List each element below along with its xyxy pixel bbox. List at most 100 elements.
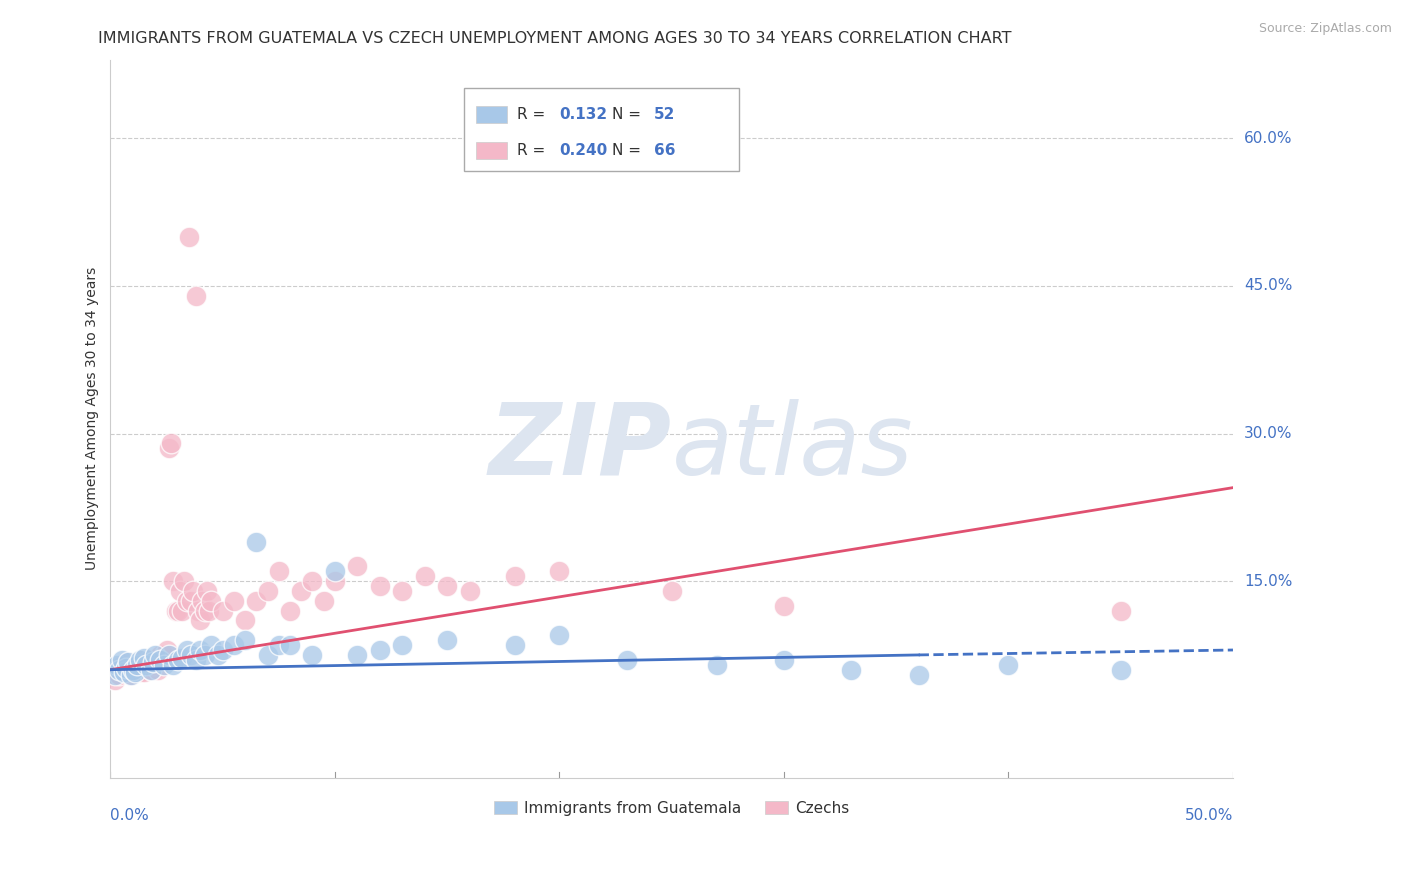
Point [1109, 663, 1132, 677]
Point [120, 667, 142, 681]
Point [176, 594, 198, 608]
Point [117, 655, 139, 669]
Point [200, 638, 222, 652]
Point [149, 648, 172, 662]
Point [112, 665, 135, 679]
Point [121, 663, 143, 677]
Point [104, 667, 127, 681]
Point [111, 653, 134, 667]
Point [773, 653, 796, 667]
Point [548, 628, 571, 642]
Point [142, 655, 165, 669]
Y-axis label: Unemployment Among Ages 30 to 34 years: Unemployment Among Ages 30 to 34 years [86, 267, 100, 570]
Point [198, 604, 221, 618]
Point [162, 574, 184, 588]
Point [233, 633, 256, 648]
Point [706, 657, 728, 672]
Point [124, 657, 146, 672]
Point [907, 667, 929, 681]
Point [200, 594, 222, 608]
Point [135, 657, 157, 672]
Text: 60.0%: 60.0% [1244, 131, 1292, 145]
Point [142, 657, 165, 672]
Point [177, 229, 200, 244]
Point [143, 655, 166, 669]
Point [346, 559, 368, 574]
Point [157, 442, 180, 456]
Point [997, 657, 1019, 672]
Point [124, 665, 146, 679]
Text: 52: 52 [654, 107, 675, 122]
Point [127, 657, 149, 672]
Point [165, 604, 187, 618]
Point [173, 574, 195, 588]
Point [1109, 604, 1132, 618]
Point [172, 604, 194, 618]
Point [143, 648, 166, 662]
Point [139, 663, 162, 677]
Point [180, 594, 202, 608]
Point [172, 651, 194, 665]
Point [108, 663, 131, 677]
Point [127, 655, 149, 669]
Text: 45.0%: 45.0% [1244, 278, 1292, 293]
Point [135, 657, 157, 672]
Point [194, 648, 217, 662]
Point [155, 643, 177, 657]
Point [290, 584, 312, 599]
Point [184, 653, 207, 667]
Text: 0.240: 0.240 [560, 143, 607, 158]
Point [301, 648, 323, 662]
Point [183, 584, 205, 599]
Point [436, 633, 458, 648]
Legend: Immigrants from Guatemala, Czechs: Immigrants from Guatemala, Czechs [488, 795, 856, 822]
FancyBboxPatch shape [464, 88, 740, 171]
Point [120, 667, 142, 681]
Point [245, 594, 267, 608]
Text: 15.0%: 15.0% [1244, 574, 1292, 589]
Point [548, 564, 571, 578]
Point [176, 643, 198, 657]
Point [368, 579, 391, 593]
Point [132, 665, 155, 679]
Point [160, 436, 183, 450]
Point [323, 574, 346, 588]
Point [222, 594, 245, 608]
Point [169, 584, 191, 599]
Point [150, 653, 173, 667]
Point [278, 604, 301, 618]
Text: R =: R = [517, 143, 550, 158]
Point [105, 663, 128, 677]
Point [616, 653, 638, 667]
Point [278, 638, 301, 652]
Point [301, 574, 323, 588]
Point [153, 648, 176, 662]
Point [138, 653, 160, 667]
Point [391, 638, 413, 652]
Point [413, 569, 436, 583]
Text: atlas: atlas [672, 399, 914, 496]
Point [187, 604, 209, 618]
Point [149, 653, 172, 667]
Point [256, 648, 278, 662]
Text: N =: N = [612, 107, 647, 122]
Point [503, 638, 526, 652]
Text: ZIP: ZIP [489, 399, 672, 496]
Point [195, 584, 218, 599]
Text: 66: 66 [654, 143, 675, 158]
Point [188, 614, 211, 628]
Text: 50.0%: 50.0% [1185, 808, 1233, 823]
Point [112, 665, 135, 679]
Text: R =: R = [517, 107, 550, 122]
Point [346, 648, 368, 662]
Point [166, 604, 188, 618]
Point [191, 594, 214, 608]
Point [211, 643, 233, 657]
Point [105, 657, 128, 672]
Point [207, 648, 229, 662]
Point [312, 594, 335, 608]
Point [503, 569, 526, 583]
Point [132, 651, 155, 665]
Text: IMMIGRANTS FROM GUATEMALA VS CZECH UNEMPLOYMENT AMONG AGES 30 TO 34 YEARS CORREL: IMMIGRANTS FROM GUATEMALA VS CZECH UNEMP… [98, 31, 1012, 46]
Point [121, 663, 143, 677]
